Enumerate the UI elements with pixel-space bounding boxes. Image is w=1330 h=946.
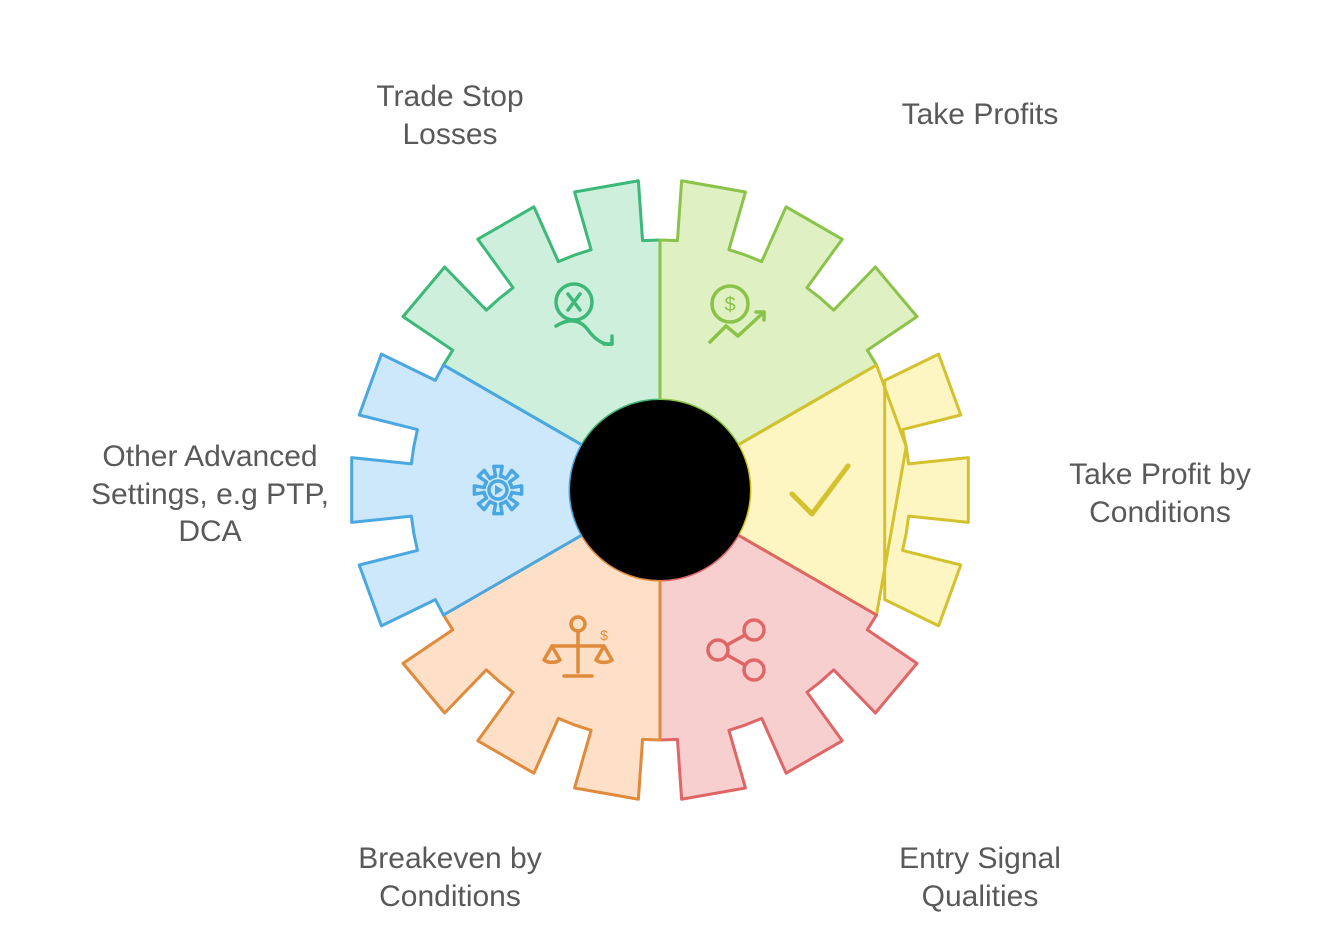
label-trade-stop-losses: Trade Stop Losses [320,78,580,153]
label-take-profits: Take Profits [850,96,1110,134]
svg-text:$: $ [600,627,608,643]
label-take-profit-by-conditions: Take Profit by Conditions [1030,456,1290,531]
label-other-advanced-settings: Other Advanced Settings, e.g PTP, DCA [80,438,340,551]
label-entry-signal-qualities: Entry Signal Qualities [850,840,1110,915]
svg-text:$: $ [724,294,735,316]
label-breakeven-by-conditions: Breakeven by Conditions [320,840,580,915]
gear-hub [570,400,750,580]
